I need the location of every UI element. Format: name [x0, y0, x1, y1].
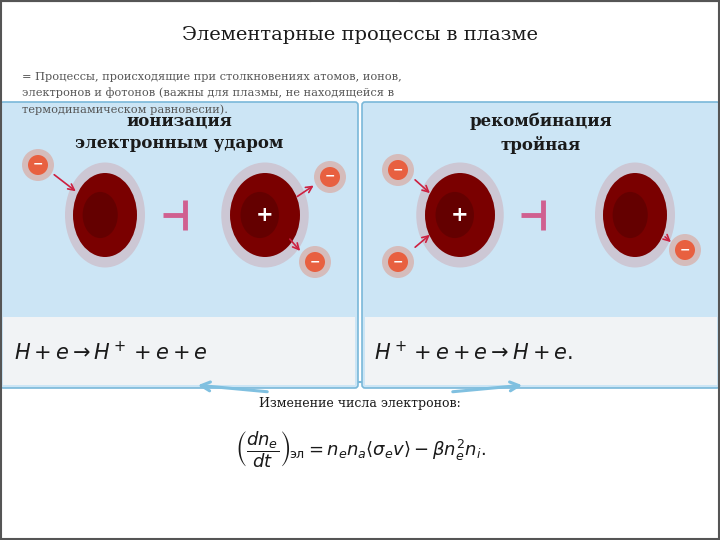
Ellipse shape	[83, 192, 118, 238]
Circle shape	[299, 246, 331, 278]
Text: −: −	[680, 243, 690, 256]
Circle shape	[388, 160, 408, 180]
Text: ионизация
электронным ударом: ионизация электронным ударом	[75, 112, 283, 152]
Bar	[1, 1, 719, 250]
Text: Элементарные процессы в плазме: Элементарные процессы в плазме	[182, 26, 538, 44]
Ellipse shape	[221, 163, 309, 267]
Text: −: −	[32, 158, 43, 171]
Circle shape	[675, 240, 695, 260]
Text: $\left(\dfrac{dn_e}{dt}\right)_{\!\mathrm{\mathsf{эл}}} = n_e n_a \langle \sigma: $\left(\dfrac{dn_e}{dt}\right)_{\!\mathr…	[235, 430, 485, 470]
Ellipse shape	[595, 163, 675, 267]
Text: −: −	[310, 255, 320, 268]
FancyBboxPatch shape	[0, 382, 720, 540]
Circle shape	[388, 252, 408, 272]
Text: +: +	[256, 205, 274, 225]
Text: +: +	[451, 205, 469, 225]
Text: рекомбинация
тройная: рекомбинация тройная	[469, 112, 613, 154]
Circle shape	[22, 149, 54, 181]
Ellipse shape	[425, 173, 495, 257]
Bar	[365, 317, 717, 385]
Ellipse shape	[603, 173, 667, 257]
Ellipse shape	[65, 163, 145, 267]
Text: −: −	[392, 163, 403, 176]
Ellipse shape	[73, 173, 137, 257]
Ellipse shape	[436, 192, 474, 238]
Circle shape	[382, 154, 414, 186]
Ellipse shape	[240, 192, 279, 238]
Text: = Процессы, происходящие при столкновениях атомов, ионов,
электронов и фотонов (: = Процессы, происходящие при столкновени…	[22, 72, 402, 114]
Text: $H + e \rightarrow H^+ + e + e$: $H + e \rightarrow H^+ + e + e$	[14, 340, 207, 363]
Circle shape	[314, 161, 346, 193]
Circle shape	[669, 234, 701, 266]
Ellipse shape	[613, 192, 648, 238]
Bar	[3, 317, 355, 385]
Circle shape	[28, 155, 48, 175]
Circle shape	[305, 252, 325, 272]
Text: −: −	[325, 170, 336, 183]
Text: Изменение числа электронов:: Изменение числа электронов:	[259, 397, 461, 410]
FancyBboxPatch shape	[362, 102, 720, 388]
Text: $H^+ + e + e \rightarrow H + e.$: $H^+ + e + e \rightarrow H + e.$	[374, 340, 573, 363]
Text: −: −	[392, 255, 403, 268]
Circle shape	[382, 246, 414, 278]
FancyBboxPatch shape	[0, 102, 358, 388]
Circle shape	[320, 167, 340, 187]
Ellipse shape	[416, 163, 504, 267]
Ellipse shape	[230, 173, 300, 257]
